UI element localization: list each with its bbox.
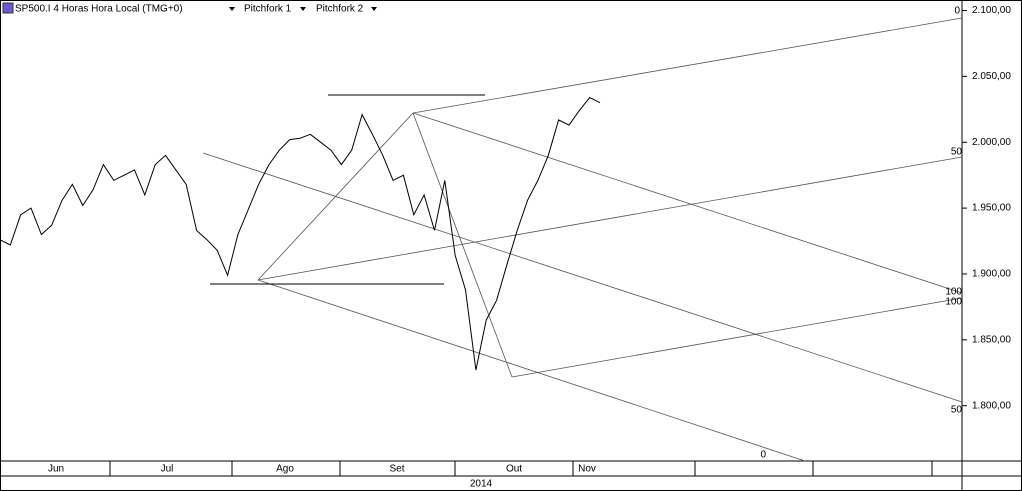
pitchfork-label: 50	[951, 405, 963, 416]
symbol-label[interactable]: SP500.I 4 Horas Hora Local (TMG+0)	[15, 4, 183, 15]
y-tick-label: 1.900,00	[972, 269, 1011, 280]
y-tick-label: 2.100,00	[972, 5, 1011, 16]
y-tick-label: 1.950,00	[972, 203, 1011, 214]
price-line	[0, 96, 601, 371]
pitchfork-label: 50	[951, 147, 963, 158]
symbol-icon[interactable]	[2, 2, 14, 14]
pitchfork-label: 100	[945, 297, 962, 308]
dropdown-arrow[interactable]	[371, 7, 377, 11]
x-tick-label: Out	[506, 464, 522, 475]
x-tick-label: Set	[389, 464, 404, 475]
year-label: 2014	[470, 479, 493, 490]
dropdown-arrow[interactable]	[229, 7, 235, 11]
tool-label[interactable]: Pitchfork 2	[316, 4, 364, 15]
x-tick-label: Jul	[161, 464, 174, 475]
y-tick-label: 2.000,00	[972, 137, 1011, 148]
x-tick-label: Jun	[48, 464, 64, 475]
pitchforks	[202, 17, 963, 462]
tool-label[interactable]: Pitchfork 1	[244, 4, 292, 15]
y-tick-label: 1.850,00	[972, 334, 1011, 345]
pitchfork-label: 100	[945, 287, 962, 298]
pitchfork-label: 0	[954, 6, 960, 17]
x-tick-label: Ago	[276, 464, 294, 475]
x-tick-label: Nov	[578, 464, 596, 475]
pitchfork-label: 0	[760, 450, 766, 461]
dropdown-arrow[interactable]	[300, 7, 306, 11]
y-tick-label: 2.050,00	[972, 71, 1011, 82]
separators	[109, 461, 933, 476]
y-tick-label: 1.800,00	[972, 400, 1011, 411]
